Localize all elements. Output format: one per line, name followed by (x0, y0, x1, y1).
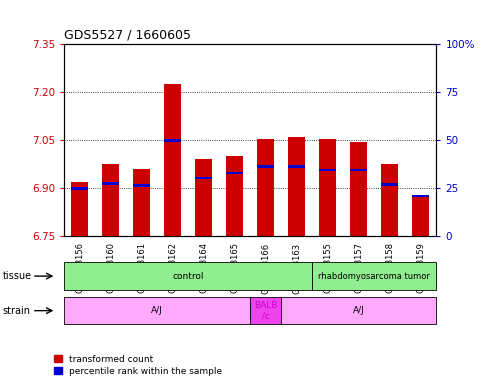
Bar (226, 172, 243, 174)
Bar (164, 84, 181, 236)
Bar (381, 164, 398, 236)
Bar (257, 166, 274, 168)
Bar (71, 182, 88, 236)
Bar (226, 156, 243, 236)
Text: A/J: A/J (151, 306, 163, 315)
Bar (319, 169, 336, 171)
Text: tissue: tissue (2, 271, 32, 281)
Bar (102, 164, 119, 236)
Text: rhabdomyosarcoma tumor: rhabdomyosarcoma tumor (318, 271, 430, 281)
Bar (257, 139, 274, 236)
Text: GDS5527 / 1660605: GDS5527 / 1660605 (64, 28, 191, 41)
Bar (133, 169, 150, 236)
Bar (319, 139, 336, 236)
Text: strain: strain (2, 306, 31, 316)
Bar (288, 137, 305, 236)
Text: BALB
/c: BALB /c (254, 301, 278, 320)
Bar (195, 177, 212, 179)
Bar (412, 195, 429, 197)
Text: A/J: A/J (353, 306, 365, 315)
Bar (350, 142, 367, 236)
Bar (133, 184, 150, 187)
Bar (102, 182, 119, 185)
Bar (350, 169, 367, 171)
Bar (288, 166, 305, 168)
Bar (71, 187, 88, 190)
Bar (412, 196, 429, 236)
Text: control: control (173, 271, 204, 281)
Bar (195, 159, 212, 236)
Bar (164, 139, 181, 142)
Bar (381, 184, 398, 186)
Legend: transformed count, percentile rank within the sample: transformed count, percentile rank withi… (54, 355, 222, 376)
